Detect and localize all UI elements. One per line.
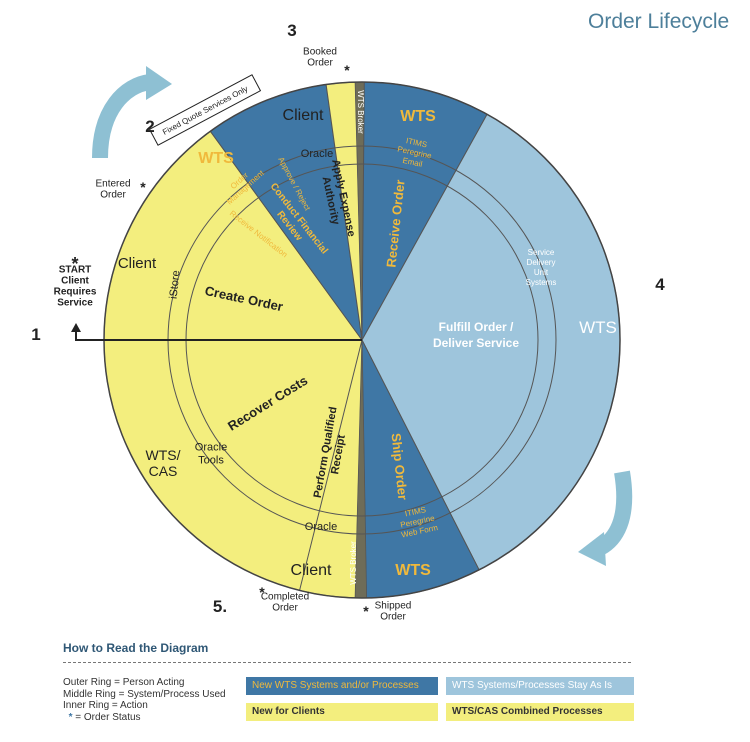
outer-wts-fulfill: WTS (579, 318, 617, 337)
key-inner: Inner Ring = Action (63, 700, 148, 711)
outer-client-left: Client (118, 255, 157, 272)
key-status-label: = Order Status (75, 711, 141, 723)
legend-divider (63, 662, 631, 663)
swatch-combined: WTS/CAS Combined Processes (446, 703, 634, 721)
outer-wts-ship: WTS (395, 562, 431, 579)
status-start: START Client Requires Service (54, 265, 97, 309)
outer-wts-receive: WTS (400, 108, 436, 125)
stage-number-3: 3 (287, 21, 296, 40)
outer-client-top: Client (283, 107, 324, 124)
outer-client-bottom: Client (291, 562, 332, 579)
start-arrow-line (75, 330, 362, 341)
status-booked: Booked Order (303, 47, 337, 69)
middle-service-delivery: Service Delivery Unit Systems (526, 248, 557, 287)
broker-label-top: WTS Broker (356, 90, 365, 134)
middle-oracle-tools: Oracle Tools (195, 442, 227, 467)
legend-key: Outer Ring = Person Acting Middle Ring =… (63, 677, 226, 723)
inner-ship-order: Ship Order (389, 432, 411, 500)
key-middle: Middle Ring = System/Process Used (63, 688, 226, 700)
status-completed: Completed Order (261, 592, 309, 614)
swatch-new-clients: New for Clients (246, 703, 438, 721)
start-arrowhead (71, 323, 81, 332)
outer-wts-cas: WTS/CAS (146, 447, 181, 479)
arrow-top-left-head (146, 66, 172, 100)
middle-oracle-bottom: Oracle (305, 521, 337, 533)
key-outer: Outer Ring = Person Acting (63, 677, 185, 688)
status-marker-shipped-icon: * (363, 603, 369, 619)
key-status: * = Order Status (63, 712, 226, 724)
status-marker-booked-icon: * (344, 62, 350, 78)
status-entered: Entered Order (95, 179, 130, 201)
legend-title: How to Read the Diagram (63, 641, 209, 655)
swatch-new-wts: New WTS Systems and/or Processes (246, 677, 438, 695)
status-marker-icon: * (68, 711, 73, 723)
middle-itims-receive: ITIMSPeregrineEmail (395, 135, 435, 171)
middle-istore: iStore (168, 270, 183, 300)
stage-number-1: 1 (31, 325, 40, 344)
stage-number-5: 5. (213, 597, 227, 616)
arrow-bottom-right-head (578, 532, 606, 566)
status-shipped: Shipped Order (375, 601, 412, 623)
broker-label-bottom: WTS Broker (349, 541, 358, 585)
middle-oracle-top: Oracle (301, 148, 333, 160)
arrow-top-left-shaft (92, 74, 152, 159)
page-title: Order Lifecycle (588, 10, 730, 33)
inner-fulfill: Fulfill Order / Deliver Service (433, 320, 519, 350)
stage-number-2: 2 (145, 117, 154, 136)
status-marker-start-icon: * (71, 254, 78, 274)
swatch-wts-stay: WTS Systems/Processes Stay As Is (446, 677, 634, 695)
outer-wts-fixed-quote: WTS (198, 150, 234, 167)
status-marker-entered-icon: * (140, 179, 146, 195)
status-marker-completed-icon: * (259, 584, 265, 600)
stage-number-4: 4 (655, 275, 665, 294)
